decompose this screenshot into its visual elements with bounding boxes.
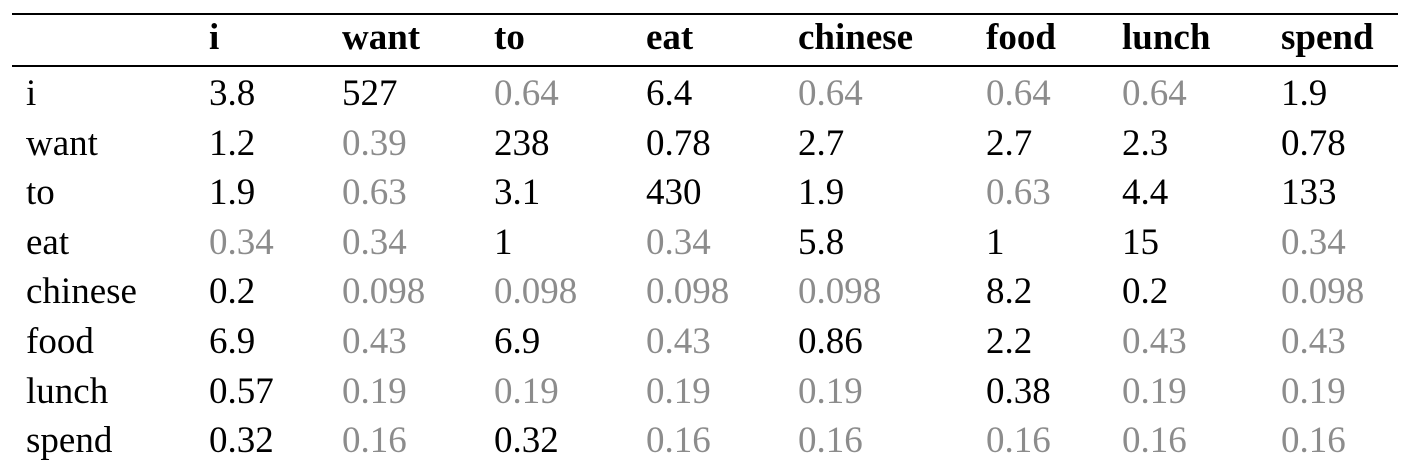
- cell-value: 6.9: [494, 321, 541, 362]
- cell-value: 2.3: [1122, 122, 1169, 164]
- column-header: spend: [1281, 17, 1374, 58]
- cell-value: 0.19: [798, 370, 863, 412]
- cell-value: 1: [494, 221, 513, 263]
- cell-value: 0.34: [646, 221, 711, 263]
- cell-value: 0.098: [646, 271, 730, 313]
- column-header: to: [494, 17, 525, 58]
- cell-value: 0.19: [494, 370, 559, 412]
- cell-value: 0.2: [1122, 271, 1169, 313]
- cell-value: 0.098: [342, 271, 426, 313]
- cell-value: 0.32: [209, 420, 274, 462]
- cell-value: 0.098: [798, 271, 882, 313]
- column-header: want: [342, 17, 421, 58]
- cell-value: 0.64: [494, 73, 559, 114]
- cell-value: 0.16: [986, 420, 1051, 462]
- cell-value: 3.8: [209, 73, 256, 114]
- row-label: spend: [26, 420, 113, 462]
- column-header: i: [209, 17, 220, 58]
- cell-value: 238: [494, 122, 550, 164]
- row-label: want: [26, 122, 98, 164]
- cell-value: 0.38: [986, 370, 1051, 412]
- cell-value: 6.4: [646, 73, 693, 114]
- cell-value: 0.64: [1122, 73, 1187, 114]
- cell-value: 15: [1122, 221, 1159, 263]
- cell-value: 0.32: [494, 420, 559, 462]
- cell-value: 8.2: [986, 271, 1033, 313]
- cell-value: 0.78: [1281, 122, 1346, 164]
- cell-value: 0.19: [1122, 370, 1187, 412]
- cell-value: 0.16: [342, 420, 407, 462]
- cell-value: 1.9: [798, 172, 845, 214]
- row-label: eat: [26, 221, 70, 263]
- cell-value: 0.57: [209, 370, 274, 412]
- cell-value: 0.16: [1122, 420, 1187, 462]
- row-label: lunch: [26, 370, 109, 412]
- top-rule: [12, 13, 1398, 15]
- cell-value: 0.34: [342, 221, 407, 263]
- cell-value: 0.63: [986, 172, 1051, 214]
- cell-value: 0.63: [342, 172, 407, 214]
- cell-value: 0.19: [1281, 370, 1346, 412]
- cell-value: 2.7: [986, 122, 1033, 164]
- cell-value: 0.43: [342, 321, 407, 362]
- cell-value: 0.16: [646, 420, 711, 462]
- cell-value: 1.9: [209, 172, 256, 214]
- cell-value: 0.34: [1281, 221, 1346, 263]
- cell-value: 0.34: [209, 221, 274, 263]
- cell-value: 1.2: [209, 122, 256, 164]
- cell-value: 0.39: [342, 122, 407, 164]
- cell-value: 3.1: [494, 172, 541, 214]
- cell-value: 0.43: [1122, 321, 1187, 362]
- cell-value: 0.2: [209, 271, 256, 313]
- cell-value: 0.43: [1281, 321, 1346, 362]
- cell-value: 1: [986, 221, 1005, 263]
- column-header: food: [986, 17, 1056, 58]
- cell-value: 133: [1281, 172, 1337, 214]
- row-label: i: [26, 73, 37, 114]
- cell-value: 1.9: [1281, 73, 1328, 114]
- cell-value: 0.098: [1281, 271, 1365, 313]
- row-label: chinese: [26, 271, 137, 313]
- cell-value: 2.7: [798, 122, 845, 164]
- row-label: food: [26, 321, 94, 362]
- cell-value: 2.2: [986, 321, 1033, 362]
- cell-value: 0.78: [646, 122, 711, 164]
- cell-value: 5.8: [798, 221, 845, 263]
- cell-value: 0.86: [798, 321, 863, 362]
- cell-value: 0.16: [1281, 420, 1346, 462]
- cell-value: 0.19: [342, 370, 407, 412]
- cell-value: 0.19: [646, 370, 711, 412]
- row-label: to: [26, 172, 55, 214]
- cell-value: 430: [646, 172, 702, 214]
- cell-value: 527: [342, 73, 398, 114]
- column-header: chinese: [798, 17, 914, 58]
- cell-value: 0.098: [494, 271, 578, 313]
- header-rule: [12, 65, 1398, 67]
- cell-value: 6.9: [209, 321, 256, 362]
- cell-value: 4.4: [1122, 172, 1169, 214]
- cell-value: 0.64: [986, 73, 1051, 114]
- cell-value: 0.16: [798, 420, 863, 462]
- column-header: lunch: [1122, 17, 1211, 58]
- cell-value: 0.64: [798, 73, 863, 114]
- cell-value: 0.43: [646, 321, 711, 362]
- column-header: eat: [646, 17, 694, 58]
